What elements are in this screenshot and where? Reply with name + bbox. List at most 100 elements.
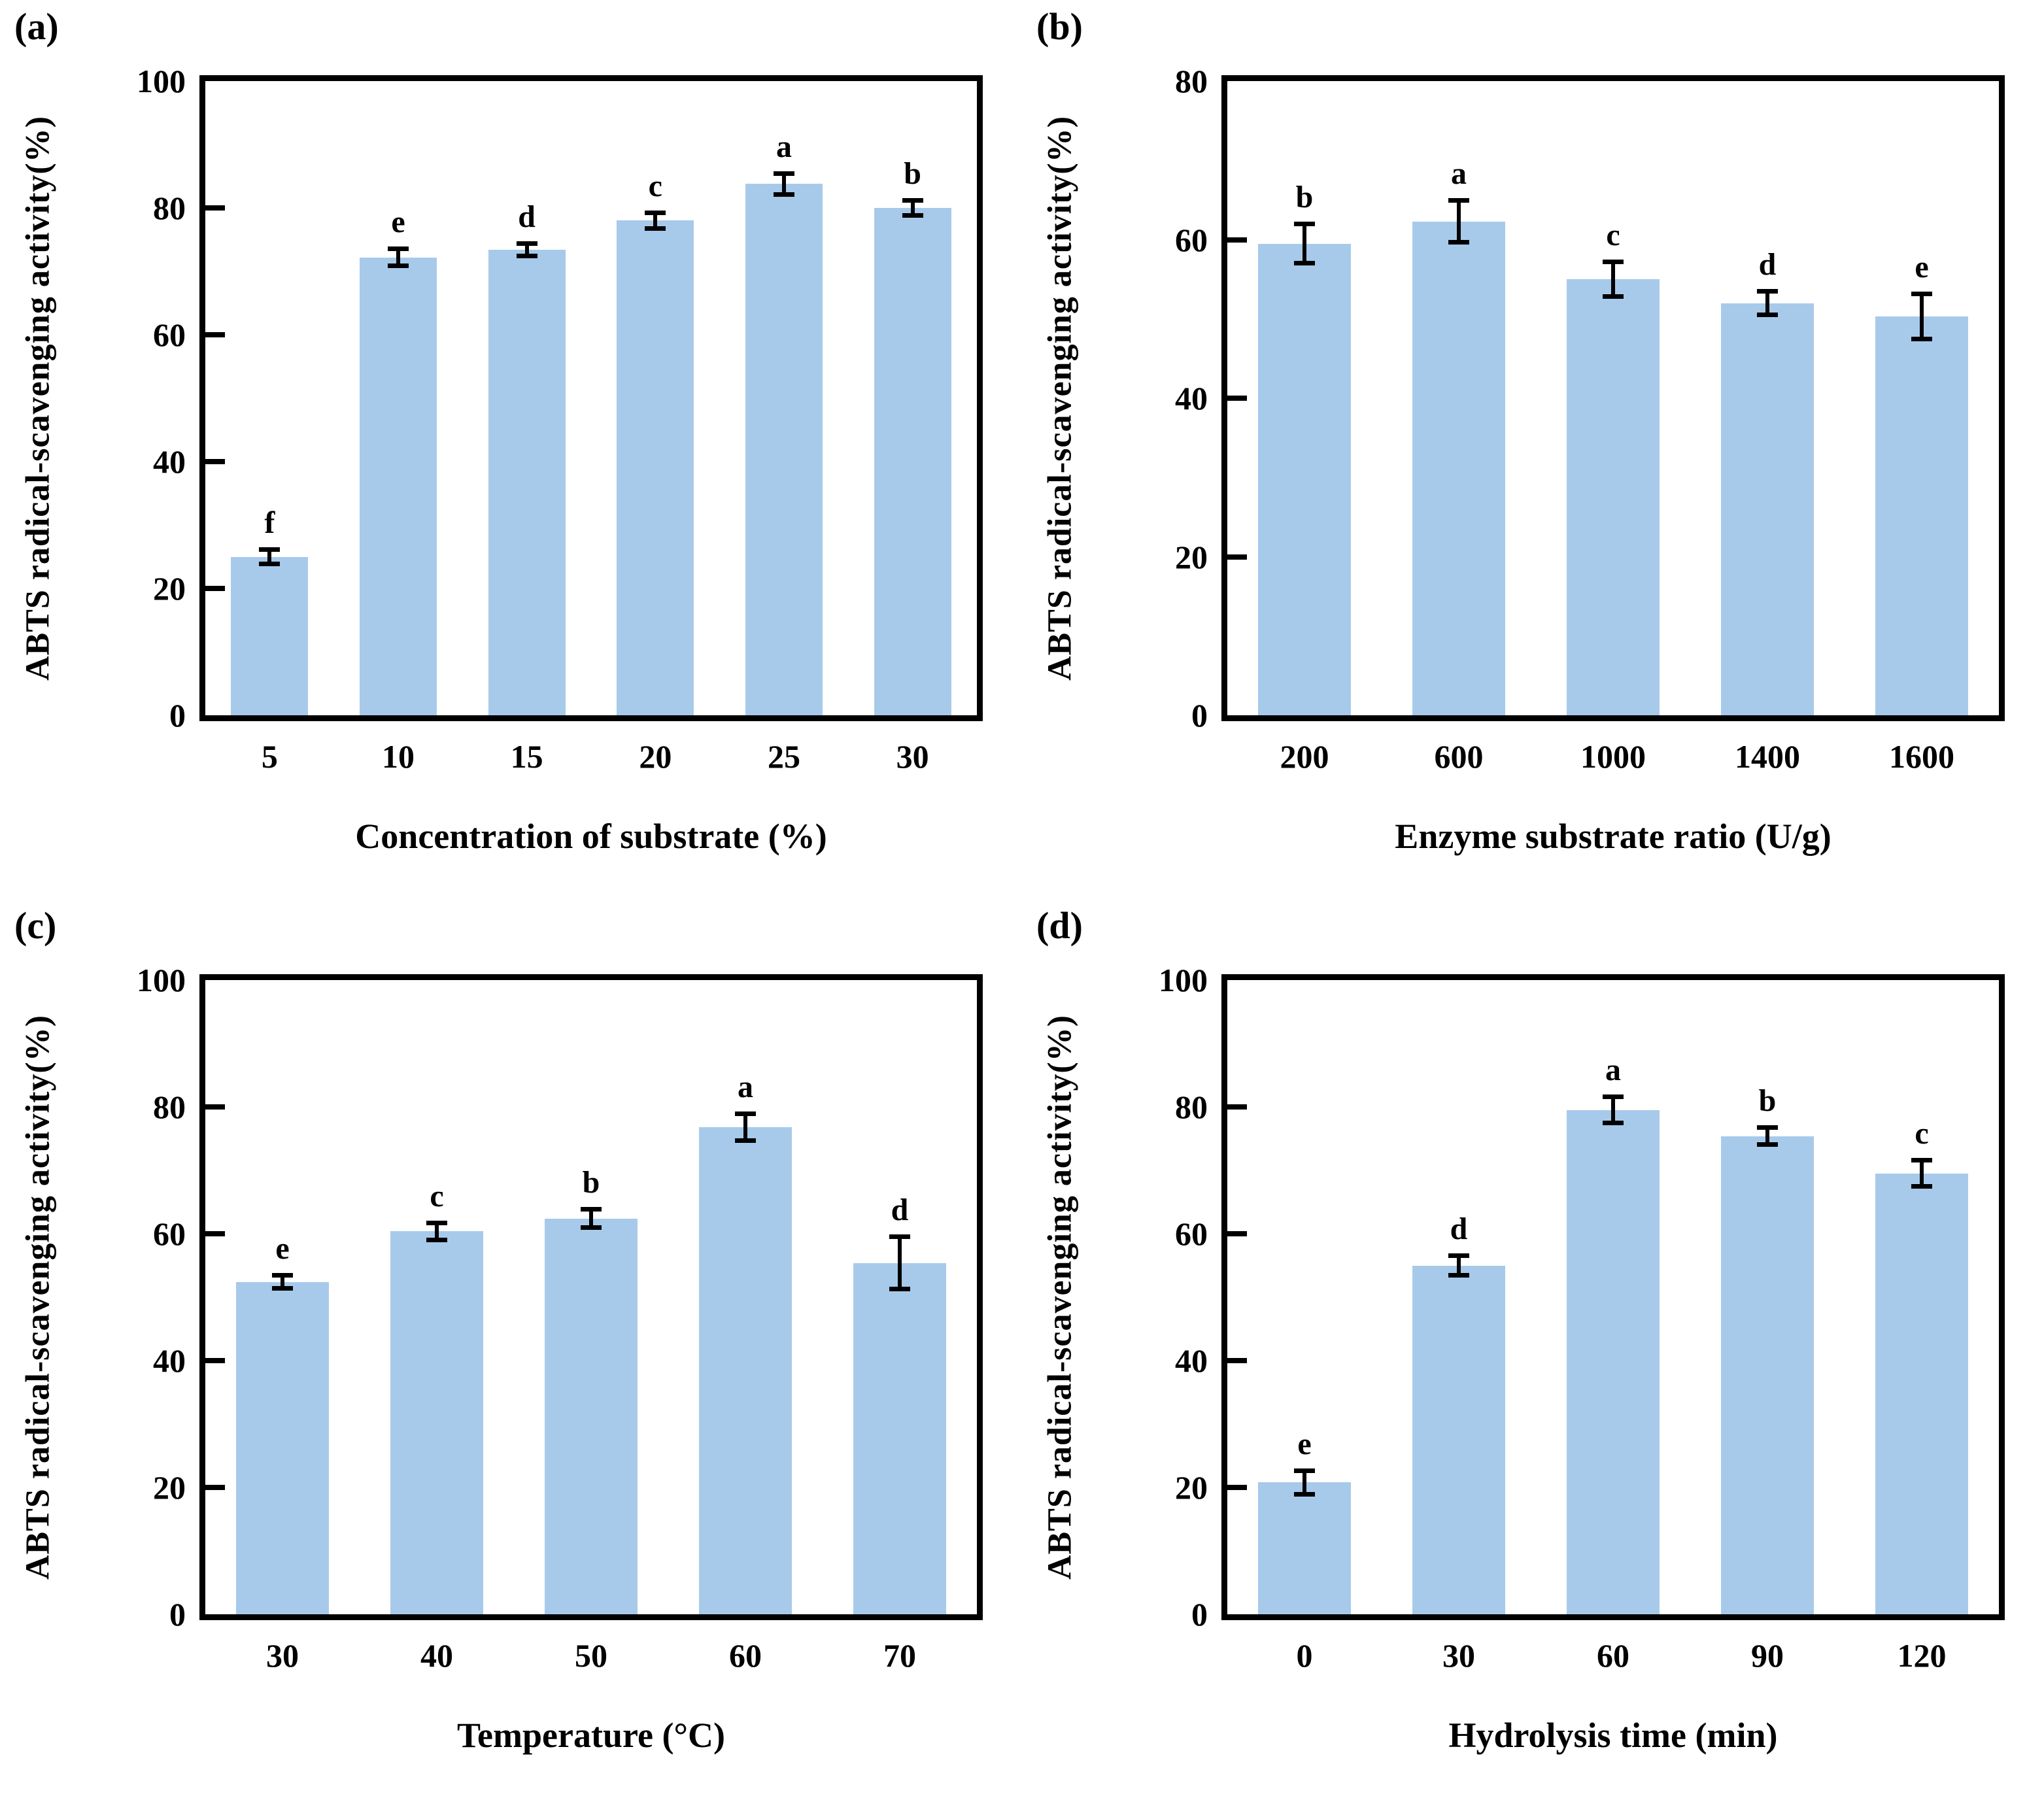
y-tick-label: 60 [1175,221,1208,258]
y-tick-label: 20 [153,570,186,607]
error-bar-cap-top [259,547,281,552]
error-bar-line [1765,291,1769,315]
error-bar-line [435,1222,439,1240]
error-bar-cap-bottom [735,1138,756,1144]
significance-letter: c [430,1178,444,1213]
significance-letter: c [648,168,662,203]
x-tick-label: 5 [261,738,278,775]
x-tick-label: 20 [639,738,672,775]
error-bar-cap-top [272,1273,293,1278]
bar [1412,221,1505,715]
x-tick-label: 1600 [1889,738,1954,775]
y-tick [205,586,225,591]
x-tick-label: 120 [1897,1637,1947,1674]
y-tick-label: 40 [1175,380,1208,416]
significance-letter: a [1451,156,1467,191]
error-bar-line [743,1113,747,1142]
x-tick-label: 15 [510,738,543,775]
x-tick-label: 1400 [1735,738,1800,775]
error-bar-line [782,173,786,195]
y-tick [205,1358,225,1363]
x-tick-label: 60 [729,1637,762,1674]
significance-letter: e [1915,249,1929,284]
y-tick-label: 0 [1191,697,1208,734]
significance-letter: b [582,1165,600,1200]
significance-letter: b [1758,1083,1777,1119]
panel-letter-d: (d) [1036,904,1083,947]
y-tick-label: 20 [1175,1469,1208,1506]
x-tick-label: 200 [1280,738,1329,775]
significance-letter: b [904,156,922,192]
y-tick [1227,396,1247,401]
y-tick-label: 60 [153,316,186,353]
bar [853,1263,946,1614]
bar [1721,303,1814,715]
y-axis-title-d: ABTS radical-scavenging activity(%) [1041,1014,1079,1580]
x-axis-title-c: Temperature (°C) [456,1716,725,1755]
panel-a: (a) ABTS radical-scavenging activity(%) … [0,0,1022,899]
bar [236,1281,329,1614]
y-tick-label: 60 [153,1215,186,1252]
y-axis-title-a: ABTS radical-scavenging activity(%) [19,115,57,681]
y-tick-label: 40 [153,1342,186,1379]
x-tick-label: 40 [420,1637,453,1674]
error-bar-cap-top [902,198,923,203]
error-bar-cap-bottom [1448,1273,1469,1278]
y-tick-label: 100 [137,962,186,998]
plot-area-d: 0 20 40 60 80 100 0 e 30 d 60 a 90 b 120 c [1159,964,2005,1672]
significance-letter: d [891,1192,909,1227]
significance-letter: a [738,1069,753,1104]
y-tick-label: 0 [169,1596,186,1633]
error-bar-cap-bottom [259,562,281,567]
plot-area-b: 0 20 40 60 80 200 b 600 a 1000 c 1400 d 1600 e [1175,65,2005,773]
y-tick-label: 80 [153,1089,186,1125]
y-axis-title-c: ABTS radical-scavenging activity(%) [19,1014,57,1580]
y-tick [1227,1104,1247,1110]
bar [874,208,951,715]
panel-c: (c) ABTS radical-scavenging activity(%) … [0,899,1022,1798]
y-tick-label: 20 [1175,538,1208,575]
error-bar-cap-bottom [1294,1491,1315,1497]
plot-area-c: 0 20 40 60 80 100 30 e 40 c 50 b 60 a 70 d [137,964,983,1672]
error-bar-cap-bottom [516,253,537,258]
error-bar-cap-top [1603,1094,1624,1100]
y-tick [205,332,225,337]
y-tick-label: 0 [169,697,186,734]
error-bar-line [1765,1127,1769,1145]
significance-letter: e [1297,1426,1312,1461]
plot-area-a: 0 20 40 60 80 100 5 f 10 e 15 d 20 c 25 a 30 b [137,65,983,773]
significance-letter: f [264,505,275,540]
significance-letter: b [1295,180,1314,215]
panel-b: (b) ABTS radical-scavenging activity(%) … [1022,0,2044,899]
error-bar-cap-top [1911,1158,1932,1163]
error-bar-cap-bottom [889,1287,910,1292]
error-bar-cap-top [1757,289,1778,294]
y-tick [1227,554,1247,560]
bar [1875,316,1968,715]
x-tick-label: 1000 [1580,738,1646,775]
bar [231,556,309,715]
y-tick-label: 100 [137,63,186,99]
error-bar-cap-bottom [272,1286,293,1291]
error-bar-cap-top [1911,291,1932,296]
error-bar-cap-bottom [1757,312,1778,317]
y-tick-label: 60 [1175,1215,1208,1252]
error-bar-cap-top [516,241,537,246]
significance-letter: d [1758,247,1777,282]
bar [1567,279,1660,715]
y-tick-label: 80 [153,190,186,226]
bar [1567,1110,1660,1614]
x-tick-label: 30 [1442,1637,1475,1674]
y-tick-label: 0 [1191,1596,1208,1633]
significance-letter: c [1606,218,1620,253]
error-bar-cap-bottom [1911,1184,1932,1189]
error-bar-cap-bottom [1294,260,1315,265]
error-bar-cap-top [889,1234,910,1239]
significance-letter: a [776,129,792,164]
error-bar-line [1611,262,1615,297]
bar [699,1127,792,1614]
bar [1258,1482,1351,1614]
significance-letter: a [1605,1053,1621,1088]
y-tick [205,1485,225,1490]
error-bar-line [524,243,529,256]
